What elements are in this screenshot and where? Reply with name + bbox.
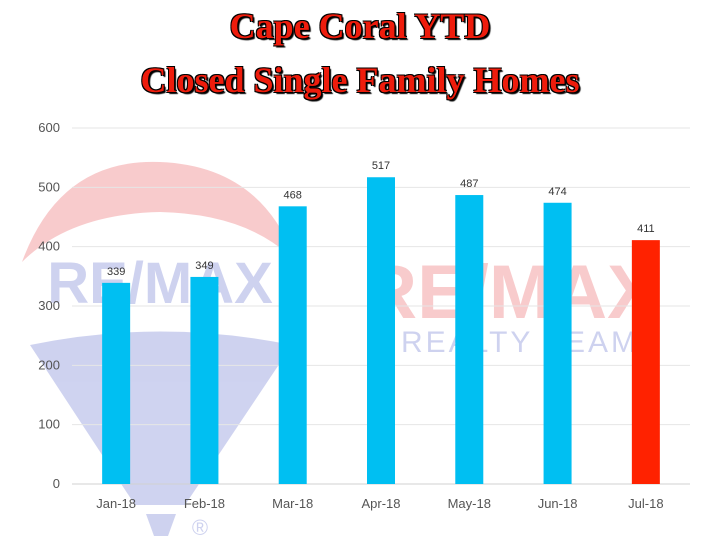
bar-jul-18 [631, 240, 660, 484]
chart-title-line-2: Closed Single Family Homes [140, 60, 580, 100]
x-tick-label-apr-18: Apr-18 [361, 496, 400, 511]
data-label-feb-18: 349 [195, 260, 213, 272]
x-tick-label-feb-18: Feb-18 [184, 496, 225, 511]
y-axis-tick-labels: 0 100 200 300 400 500 600 [38, 120, 60, 491]
bar-mar-18 [278, 206, 307, 484]
y-tick-label: 100 [38, 417, 60, 432]
watermark-logo-right: RE/MAX [362, 250, 658, 335]
bar-jun-18 [543, 202, 572, 484]
bar-may-18 [455, 195, 484, 484]
data-label-mar-18: 468 [284, 189, 302, 201]
data-label-jun-18: 474 [548, 186, 566, 198]
balloon-bottom-blue-icon [30, 331, 292, 505]
data-label-jul-18: 411 [637, 223, 655, 235]
y-tick-label: 300 [38, 298, 60, 313]
data-label-jan-18: 339 [107, 266, 125, 278]
watermark-subtext: REALTY TEAM [401, 326, 639, 359]
x-tick-label-jun-18: Jun-18 [538, 496, 578, 511]
bar-feb-18 [190, 276, 219, 484]
y-tick-label: 0 [53, 476, 60, 491]
balloon-basket-icon [146, 514, 176, 536]
bar-series [102, 177, 660, 484]
data-label-apr-18: 517 [372, 160, 390, 172]
y-tick-label: 400 [38, 239, 60, 254]
x-tick-label-jan-18: Jan-18 [96, 496, 136, 511]
x-axis-tick-labels: Jan-18 Feb-18 Mar-18 Apr-18 May-18 Jun-18 Jul-… [96, 496, 663, 511]
y-tick-label: 600 [38, 120, 60, 135]
data-label-may-18: 487 [460, 178, 478, 190]
watermark-logo-left: RE/MAX [47, 251, 273, 316]
registered-mark-icon: ® [192, 515, 208, 540]
bar-data-labels: 339 349 468 517 487 474 411 [107, 160, 655, 278]
x-tick-label-jul-18: Jul-18 [628, 496, 663, 511]
y-tick-label: 200 [38, 357, 60, 372]
bar-apr-18 [367, 177, 395, 484]
x-tick-label-mar-18: Mar-18 [272, 496, 313, 511]
bar-jan-18 [102, 282, 131, 484]
chart-title-line-1: Cape Coral YTD [229, 6, 491, 46]
x-tick-label-may-18: May-18 [448, 496, 491, 511]
y-tick-label: 500 [38, 179, 60, 194]
